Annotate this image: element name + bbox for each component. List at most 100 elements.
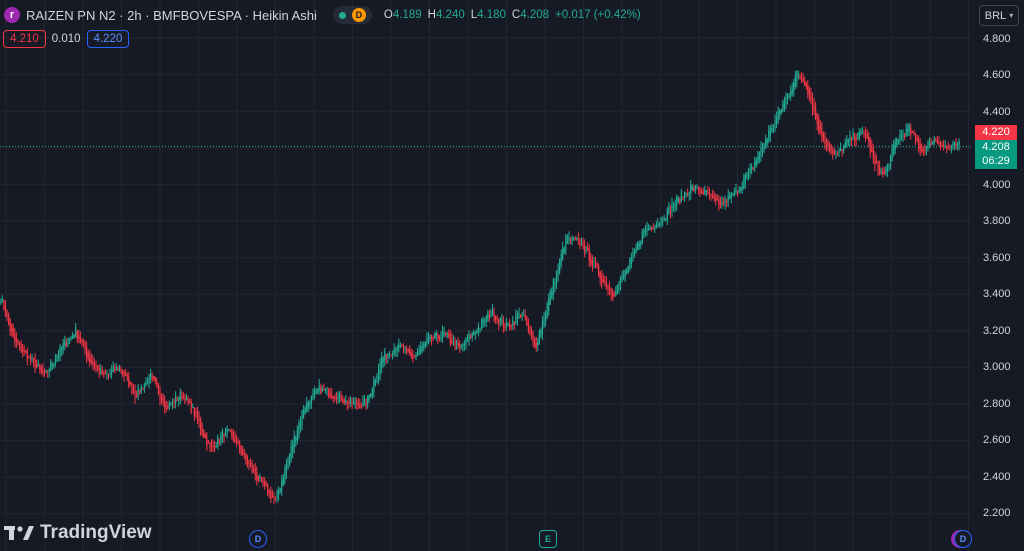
candle: [209, 442, 211, 453]
candle: [744, 172, 746, 189]
sell-button[interactable]: 4.210: [3, 30, 46, 48]
candle-body: [309, 404, 311, 406]
candle-body: [693, 187, 695, 192]
candle: [253, 464, 255, 474]
candle: [176, 396, 178, 402]
candle: [90, 352, 92, 365]
candle-body: [774, 119, 776, 129]
candle-body: [271, 494, 273, 498]
candle: [309, 399, 311, 410]
earnings-marker[interactable]: E: [539, 530, 557, 548]
candle-body: [0, 302, 2, 304]
market-status[interactable]: D: [332, 6, 372, 24]
candle-body: [468, 334, 470, 341]
candle-body: [435, 332, 437, 336]
candle-body: [857, 137, 859, 140]
candle: [78, 330, 80, 344]
candle-body: [285, 463, 288, 475]
candle-body: [441, 331, 444, 338]
candle-body: [571, 237, 573, 241]
candle-body: [151, 376, 153, 378]
candle: [25, 350, 27, 354]
candle-body: [860, 131, 862, 136]
candle-body: [310, 396, 313, 405]
price-tick: 4.800: [983, 33, 1011, 45]
candle-body: [518, 313, 520, 318]
price-tick: 3.000: [983, 361, 1011, 373]
tradingview-watermark[interactable]: TradingView: [4, 522, 152, 544]
current-price-tag: 4.208 06:29: [975, 140, 1017, 169]
candle: [596, 261, 598, 269]
candle-body: [919, 143, 921, 152]
candle: [499, 317, 501, 327]
candle: [755, 157, 757, 168]
price-tick: 2.800: [983, 398, 1011, 410]
candle-body: [796, 71, 798, 82]
currency-button[interactable]: BRL ▾: [979, 5, 1019, 26]
candle-body: [905, 128, 907, 137]
candle: [618, 281, 620, 294]
candle: [797, 70, 800, 80]
candle: [245, 452, 247, 466]
candle: [100, 364, 102, 375]
candle: [529, 325, 531, 336]
candle-body: [59, 345, 61, 357]
candle: [298, 419, 300, 440]
candle: [396, 344, 398, 358]
candle-body: [844, 141, 846, 148]
candle-body: [61, 346, 63, 351]
candle-body: [295, 437, 297, 443]
candle-body: [448, 333, 450, 337]
candle-body: [761, 146, 764, 152]
candle-body: [153, 376, 155, 380]
candle: [118, 364, 121, 373]
candle: [608, 280, 611, 296]
candle-body: [640, 241, 642, 246]
candle: [15, 332, 17, 349]
candle-body: [908, 125, 910, 131]
candle: [666, 207, 668, 226]
candle-body: [732, 195, 734, 197]
buy-button[interactable]: 4.220: [86, 30, 130, 48]
candle: [1, 295, 3, 303]
watermark-text: TradingView: [40, 522, 152, 543]
candle: [747, 168, 750, 181]
candle: [719, 196, 721, 209]
candle-body: [815, 107, 817, 119]
candle-body: [356, 402, 358, 405]
dividend-marker[interactable]: D: [249, 530, 267, 548]
candle: [877, 160, 879, 177]
candle-body: [752, 167, 754, 169]
candle-body: [126, 375, 128, 378]
candle: [662, 216, 664, 227]
dividend-marker[interactable]: D: [954, 530, 972, 548]
candle-body: [427, 336, 430, 342]
candle-body: [903, 135, 906, 138]
candle-body: [705, 190, 707, 192]
candle: [471, 331, 473, 342]
candle: [772, 124, 775, 134]
candle-body: [638, 244, 640, 247]
candle: [7, 312, 10, 326]
symbol-logo[interactable]: r: [4, 7, 20, 23]
candle: [164, 395, 166, 414]
candle: [735, 183, 737, 195]
candle: [181, 390, 183, 401]
candle-body: [123, 372, 125, 377]
candle: [682, 196, 684, 200]
candle-body: [813, 103, 815, 112]
candle: [199, 416, 202, 436]
candle: [935, 137, 937, 143]
candle-body: [121, 369, 124, 375]
symbol-title[interactable]: RAIZEN PN N2 · 2h · BMFBOVESPA · Heikin …: [26, 7, 317, 23]
candle: [758, 151, 761, 164]
candle: [925, 145, 928, 156]
candle-body: [782, 104, 784, 112]
delayed-data-badge: D: [351, 8, 366, 22]
candle: [204, 432, 206, 439]
candle: [129, 381, 131, 387]
candle-body: [1, 299, 3, 303]
candle-body: [125, 374, 127, 376]
candle: [45, 369, 47, 374]
